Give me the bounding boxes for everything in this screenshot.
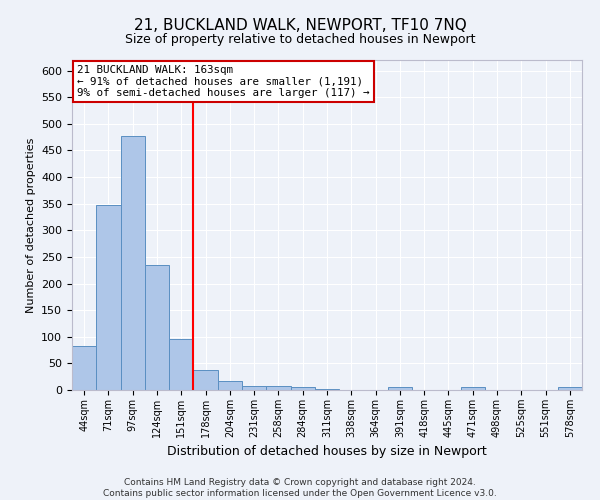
Bar [242,386,266,390]
Text: Size of property relative to detached houses in Newport: Size of property relative to detached ho… [125,32,475,46]
Bar [121,136,145,390]
Bar [461,388,485,390]
Bar [290,388,315,390]
Bar [193,370,218,390]
X-axis label: Distribution of detached houses by size in Newport: Distribution of detached houses by size … [167,446,487,458]
Text: Contains HM Land Registry data © Crown copyright and database right 2024.
Contai: Contains HM Land Registry data © Crown c… [103,478,497,498]
Bar [72,346,96,390]
Bar [266,386,290,390]
Bar [145,266,169,390]
Bar [169,339,193,390]
Text: 21, BUCKLAND WALK, NEWPORT, TF10 7NQ: 21, BUCKLAND WALK, NEWPORT, TF10 7NQ [134,18,466,32]
Bar [96,205,121,390]
Bar [558,388,582,390]
Bar [315,389,339,390]
Bar [218,382,242,390]
Text: 21 BUCKLAND WALK: 163sqm
← 91% of detached houses are smaller (1,191)
9% of semi: 21 BUCKLAND WALK: 163sqm ← 91% of detach… [77,65,370,98]
Y-axis label: Number of detached properties: Number of detached properties [26,138,35,312]
Bar [388,388,412,390]
